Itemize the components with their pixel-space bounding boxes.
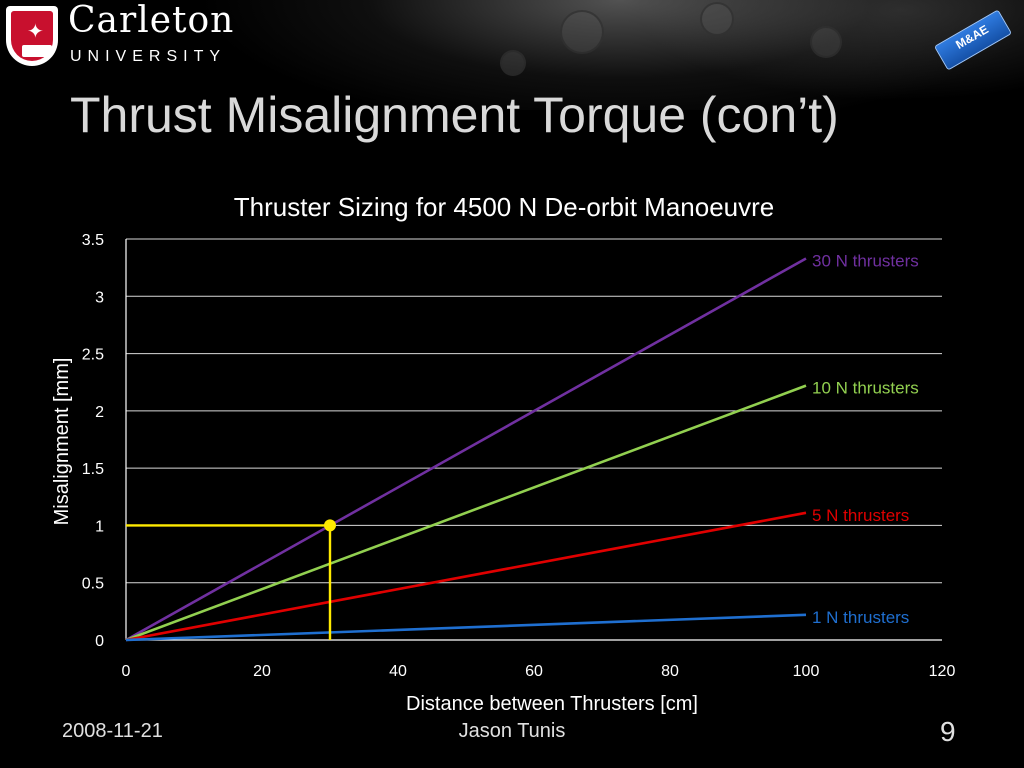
grid-layer <box>126 238 942 584</box>
y-tick-label: 0.5 <box>82 576 104 593</box>
series-line <box>125 613 807 642</box>
x-tick-label: 60 <box>525 663 543 680</box>
series-line <box>125 384 807 642</box>
y-tick-label: 3.5 <box>82 232 104 249</box>
x-tick-label: 40 <box>389 663 407 680</box>
series-line <box>125 511 807 642</box>
carleton-logo: ✦ Carleton UNIVERSITY <box>6 0 246 72</box>
x-axis-label: Distance between Thrusters [cm] <box>406 693 698 715</box>
axis-layer <box>125 239 942 641</box>
marker-layer <box>126 519 336 640</box>
page-number: 9 <box>940 716 956 747</box>
y-tick-label: 1.5 <box>82 461 104 478</box>
y-tick-label: 1 <box>95 518 104 535</box>
highlight-point <box>324 519 336 532</box>
label-layer: 0 0.5 1 1.5 2 2.5 3 3.5 0 20 40 60 80 100 120 Distance … <box>51 232 955 715</box>
chart-title: Thruster Sizing for 4500 N De-orbit Mano… <box>233 192 775 222</box>
x-tick-label: 120 <box>929 663 956 680</box>
series-line <box>125 257 807 642</box>
series-label: 5 N thrusters <box>812 506 909 525</box>
x-tick-label: 80 <box>661 663 679 680</box>
crater <box>810 26 842 58</box>
y-axis-label: Misalignment [mm] <box>51 358 73 526</box>
logo-name: Carleton <box>68 0 235 41</box>
crater <box>500 50 526 76</box>
logo-subtitle: UNIVERSITY <box>70 48 227 65</box>
series-label: 10 N thrusters <box>812 379 919 398</box>
x-tick-label: 0 <box>122 663 131 680</box>
x-tick-label: 20 <box>253 663 271 680</box>
crater <box>560 10 604 54</box>
y-tick-label: 2.5 <box>82 347 104 364</box>
crater <box>700 2 734 36</box>
x-tick-label: 100 <box>793 663 820 680</box>
shield-icon: ✦ <box>6 6 58 66</box>
y-tick-label: 3 <box>95 289 104 306</box>
moon-background <box>0 0 1024 110</box>
footer-date: 2008-11-21 <box>62 720 163 742</box>
series-label: 1 N thrusters <box>812 608 909 627</box>
slide-title: Thrust Misalignment Torque (con’t) <box>70 87 839 143</box>
y-tick-label: 0 <box>95 633 104 650</box>
footer-author: Jason Tunis <box>458 720 566 742</box>
series-layer <box>125 257 807 642</box>
y-tick-label: 2 <box>95 404 104 421</box>
series-label: 30 N thrusters <box>812 251 919 270</box>
